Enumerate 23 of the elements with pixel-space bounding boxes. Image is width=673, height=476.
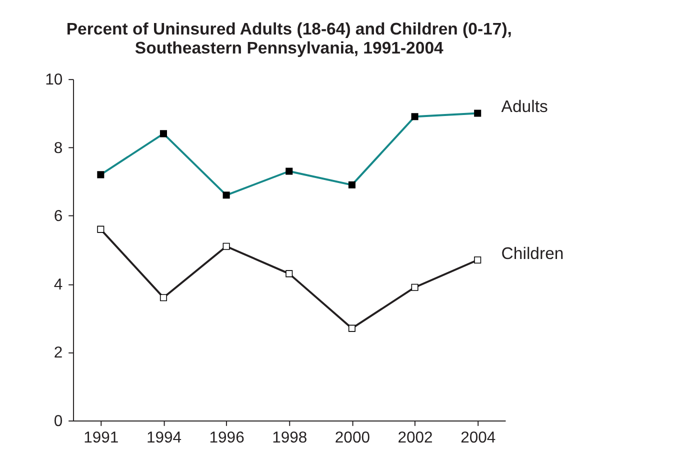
y-tick-label: 10: [45, 72, 63, 88]
point: [222, 242, 230, 250]
point: [411, 284, 418, 291]
series-label: Children: [501, 244, 564, 264]
x-tick-label: 2002: [398, 430, 433, 447]
y-tick-label: 0: [54, 412, 63, 430]
point: [348, 324, 356, 332]
y-tick-label: 2: [54, 344, 63, 362]
chart-title: Percent of Uninsured Adults (18-64) and Children (0-17), Southeastern Pennsylvania, 1991-2004: [66, 20, 512, 58]
point: [160, 294, 168, 302]
point: [474, 256, 482, 264]
y-tick-label: 6: [54, 208, 63, 226]
x-tick-label: 1998: [272, 430, 308, 447]
y-tick-label: 8: [54, 140, 63, 157]
x-tick-label: 2004: [460, 430, 496, 447]
x-tick-label: 1996: [209, 430, 245, 447]
x-tick-label: 2000: [334, 430, 370, 447]
y-tick-label: 4: [54, 276, 63, 294]
series-label: Adults: [501, 97, 548, 116]
x-tick-label: 1994: [146, 430, 182, 447]
point: [286, 270, 293, 278]
x-tick-label: 1991: [84, 430, 119, 447]
point: [97, 226, 104, 233]
